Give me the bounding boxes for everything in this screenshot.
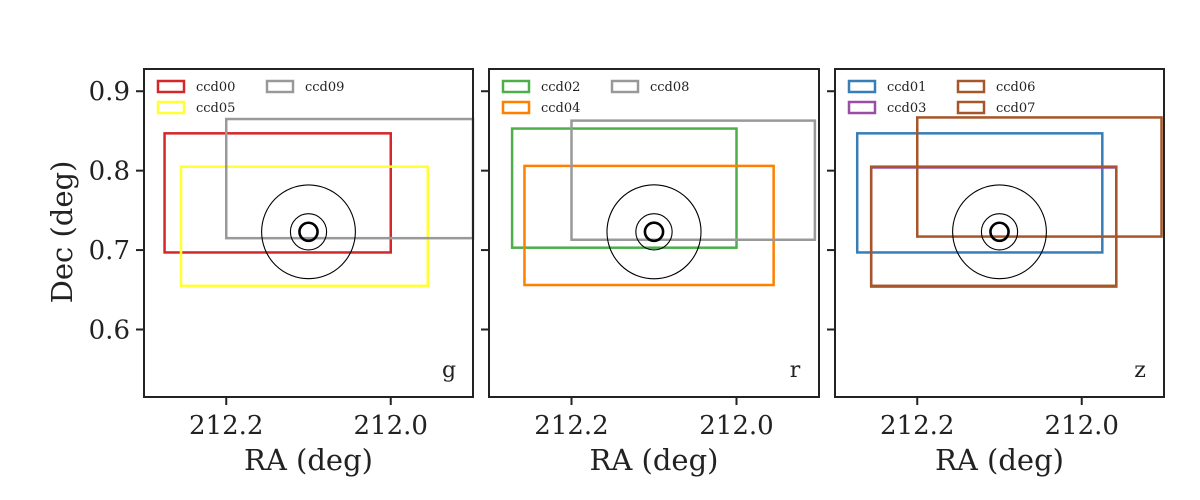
panel-z: 212.2 212.0RA (deg) ccd01 ccd03 ccd06 ccd07 z <box>827 68 1165 477</box>
footprint-ccd02 <box>510 127 738 249</box>
footprint-ccd05 <box>179 165 430 288</box>
legend-swatch-ccd04 <box>501 100 531 115</box>
legend-swatch-ccd07 <box>956 100 986 115</box>
footprint-ccd08 <box>570 119 817 242</box>
target-circle-3 <box>606 184 702 280</box>
axes-frame-z <box>834 68 1165 398</box>
footprint-ccd00 <box>163 132 392 254</box>
footprint-ccd06 <box>916 116 1163 238</box>
legend-label-ccd08: ccd08 <box>650 80 689 95</box>
legend-swatch-ccd05 <box>156 100 186 115</box>
legend-swatch-ccd00 <box>156 79 186 94</box>
x-tick-label: 212.0 <box>1045 411 1119 441</box>
axes-frame-r <box>488 68 820 398</box>
x-axis-label: RA (deg) <box>935 443 1064 477</box>
legend-swatch-ccd08 <box>610 79 640 94</box>
x-tick-label: 212.0 <box>699 411 773 441</box>
legend-swatch-ccd03 <box>847 100 877 115</box>
legend-label-ccd00: ccd00 <box>196 80 235 95</box>
legend-label-ccd09: ccd09 <box>305 80 344 95</box>
panel-g: 212.2 212.0 0.9 0.8 0.7 0.6 RA (deg) ccd00 ccd05… <box>89 68 475 477</box>
x-tick-label: 212.2 <box>880 411 954 441</box>
x-tick-label: 212.2 <box>189 411 263 441</box>
band-label-z: z <box>1134 358 1146 383</box>
band-label-g: g <box>442 358 456 383</box>
footprint-ccd07 <box>869 165 1118 288</box>
legend-label-ccd04: ccd04 <box>541 101 580 116</box>
band-label-r: r <box>790 358 801 383</box>
legend-label-ccd06: ccd06 <box>996 80 1035 95</box>
legend-swatch-ccd02 <box>501 79 531 94</box>
legend-swatch-ccd01 <box>847 79 877 94</box>
y-axis-label: Dec (deg) <box>45 161 79 304</box>
target-circle-2 <box>635 213 673 251</box>
legend-swatch-ccd06 <box>956 79 986 94</box>
target-circle-2 <box>289 213 328 251</box>
x-axis-label: RA (deg) <box>590 443 719 477</box>
panel-r: 212.2 212.0RA (deg) ccd02 ccd04 ccd08 r <box>481 68 820 477</box>
x-tick-label: 212.2 <box>534 411 608 441</box>
x-axis-label: RA (deg) <box>244 443 373 477</box>
footprint-ccd04 <box>523 164 775 287</box>
legend-label-ccd02: ccd02 <box>541 80 580 95</box>
legend-label-ccd05: ccd05 <box>196 101 235 116</box>
axes-frame-g <box>143 68 474 398</box>
y-tick-label: 0.8 <box>89 157 130 187</box>
target-circle-1 <box>989 221 1010 243</box>
x-tick-label: 212.0 <box>354 411 428 441</box>
y-tick-label: 0.9 <box>89 77 130 107</box>
target-circle-3 <box>261 184 356 280</box>
target-circle-1 <box>643 221 665 243</box>
legend-label-ccd01: ccd01 <box>887 80 926 95</box>
y-tick-label: 0.7 <box>89 236 130 266</box>
target-circle-2 <box>980 213 1019 251</box>
legend-swatch-ccd09 <box>265 79 295 94</box>
target-circle-3 <box>952 184 1047 280</box>
y-tick-label: 0.6 <box>89 315 130 345</box>
target-circle-1 <box>298 221 319 243</box>
footprint-ccd01 <box>855 132 1104 254</box>
legend-label-ccd03: ccd03 <box>887 101 926 116</box>
legend-label-ccd07: ccd07 <box>996 101 1035 116</box>
